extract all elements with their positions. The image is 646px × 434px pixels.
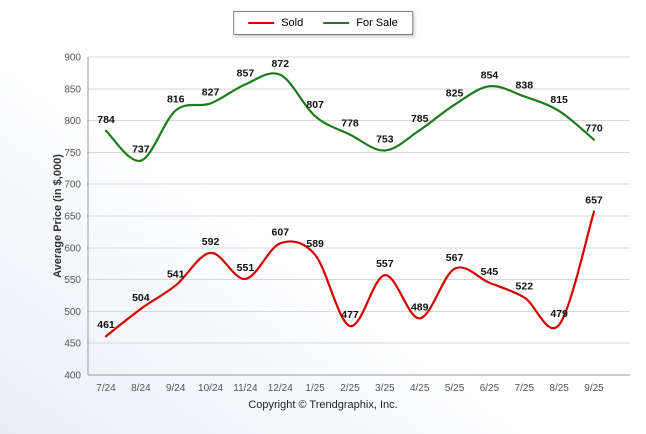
- svg-text:450: 450: [64, 339, 81, 350]
- sold-line-swatch: [248, 22, 275, 24]
- svg-text:778: 778: [341, 118, 359, 130]
- svg-text:784: 784: [97, 114, 115, 126]
- svg-text:7/24: 7/24: [96, 383, 116, 394]
- svg-text:753: 753: [376, 133, 394, 145]
- svg-text:700: 700: [64, 180, 81, 191]
- svg-text:461: 461: [97, 319, 115, 331]
- svg-text:8/24: 8/24: [131, 383, 151, 394]
- svg-text:816: 816: [167, 93, 185, 105]
- svg-text:770: 770: [585, 123, 603, 135]
- svg-text:477: 477: [341, 309, 359, 321]
- svg-text:567: 567: [446, 252, 464, 264]
- svg-text:11/24: 11/24: [233, 383, 258, 394]
- svg-text:750: 750: [64, 148, 81, 159]
- svg-text:857: 857: [237, 67, 255, 79]
- svg-text:900: 900: [64, 53, 81, 64]
- svg-text:607: 607: [272, 226, 290, 238]
- svg-text:522: 522: [516, 280, 534, 292]
- svg-text:650: 650: [64, 212, 81, 223]
- legend-label-for-sale: For Sale: [356, 17, 398, 29]
- svg-text:12/24: 12/24: [268, 383, 293, 394]
- svg-text:500: 500: [64, 307, 81, 318]
- svg-text:838: 838: [516, 79, 534, 91]
- svg-text:785: 785: [411, 113, 429, 125]
- svg-text:400: 400: [64, 371, 81, 382]
- svg-text:489: 489: [411, 301, 429, 313]
- svg-text:10/24: 10/24: [198, 383, 223, 394]
- svg-text:2/25: 2/25: [340, 383, 360, 394]
- svg-text:600: 600: [64, 243, 81, 254]
- svg-text:800: 800: [64, 116, 81, 127]
- copyright-text: Copyright © Trendgraphix, Inc.: [248, 399, 398, 411]
- svg-text:737: 737: [132, 144, 150, 156]
- svg-text:504: 504: [132, 292, 150, 304]
- svg-text:657: 657: [585, 195, 603, 207]
- svg-text:1/25: 1/25: [305, 383, 325, 394]
- svg-text:6/25: 6/25: [480, 383, 500, 394]
- svg-text:872: 872: [272, 58, 290, 70]
- svg-text:541: 541: [167, 268, 185, 280]
- svg-text:5/25: 5/25: [445, 383, 465, 394]
- svg-text:551: 551: [237, 262, 255, 274]
- svg-text:3/25: 3/25: [375, 383, 395, 394]
- svg-text:4/25: 4/25: [410, 383, 430, 394]
- svg-text:854: 854: [481, 69, 499, 81]
- y-axis-title: Average Price (in $,000): [52, 154, 64, 278]
- svg-text:8/25: 8/25: [549, 383, 569, 394]
- svg-text:7/25: 7/25: [515, 383, 535, 394]
- svg-text:479: 479: [550, 308, 568, 320]
- legend-label-sold: Sold: [281, 17, 304, 29]
- svg-text:815: 815: [550, 94, 568, 106]
- svg-text:825: 825: [446, 88, 464, 100]
- svg-text:545: 545: [481, 266, 499, 278]
- svg-text:807: 807: [306, 99, 324, 111]
- legend-item-for-sale: For Sale: [323, 17, 398, 29]
- legend-item-sold: Sold: [248, 17, 303, 29]
- svg-text:850: 850: [64, 84, 81, 95]
- svg-text:589: 589: [306, 238, 324, 250]
- svg-text:9/25: 9/25: [584, 383, 604, 394]
- svg-text:827: 827: [202, 86, 220, 98]
- for-sale-line-swatch: [323, 22, 350, 24]
- svg-text:592: 592: [202, 236, 220, 248]
- svg-text:550: 550: [64, 275, 81, 286]
- svg-text:9/24: 9/24: [166, 383, 186, 394]
- svg-text:557: 557: [376, 258, 394, 270]
- chart-legend: Sold For Sale: [233, 11, 413, 35]
